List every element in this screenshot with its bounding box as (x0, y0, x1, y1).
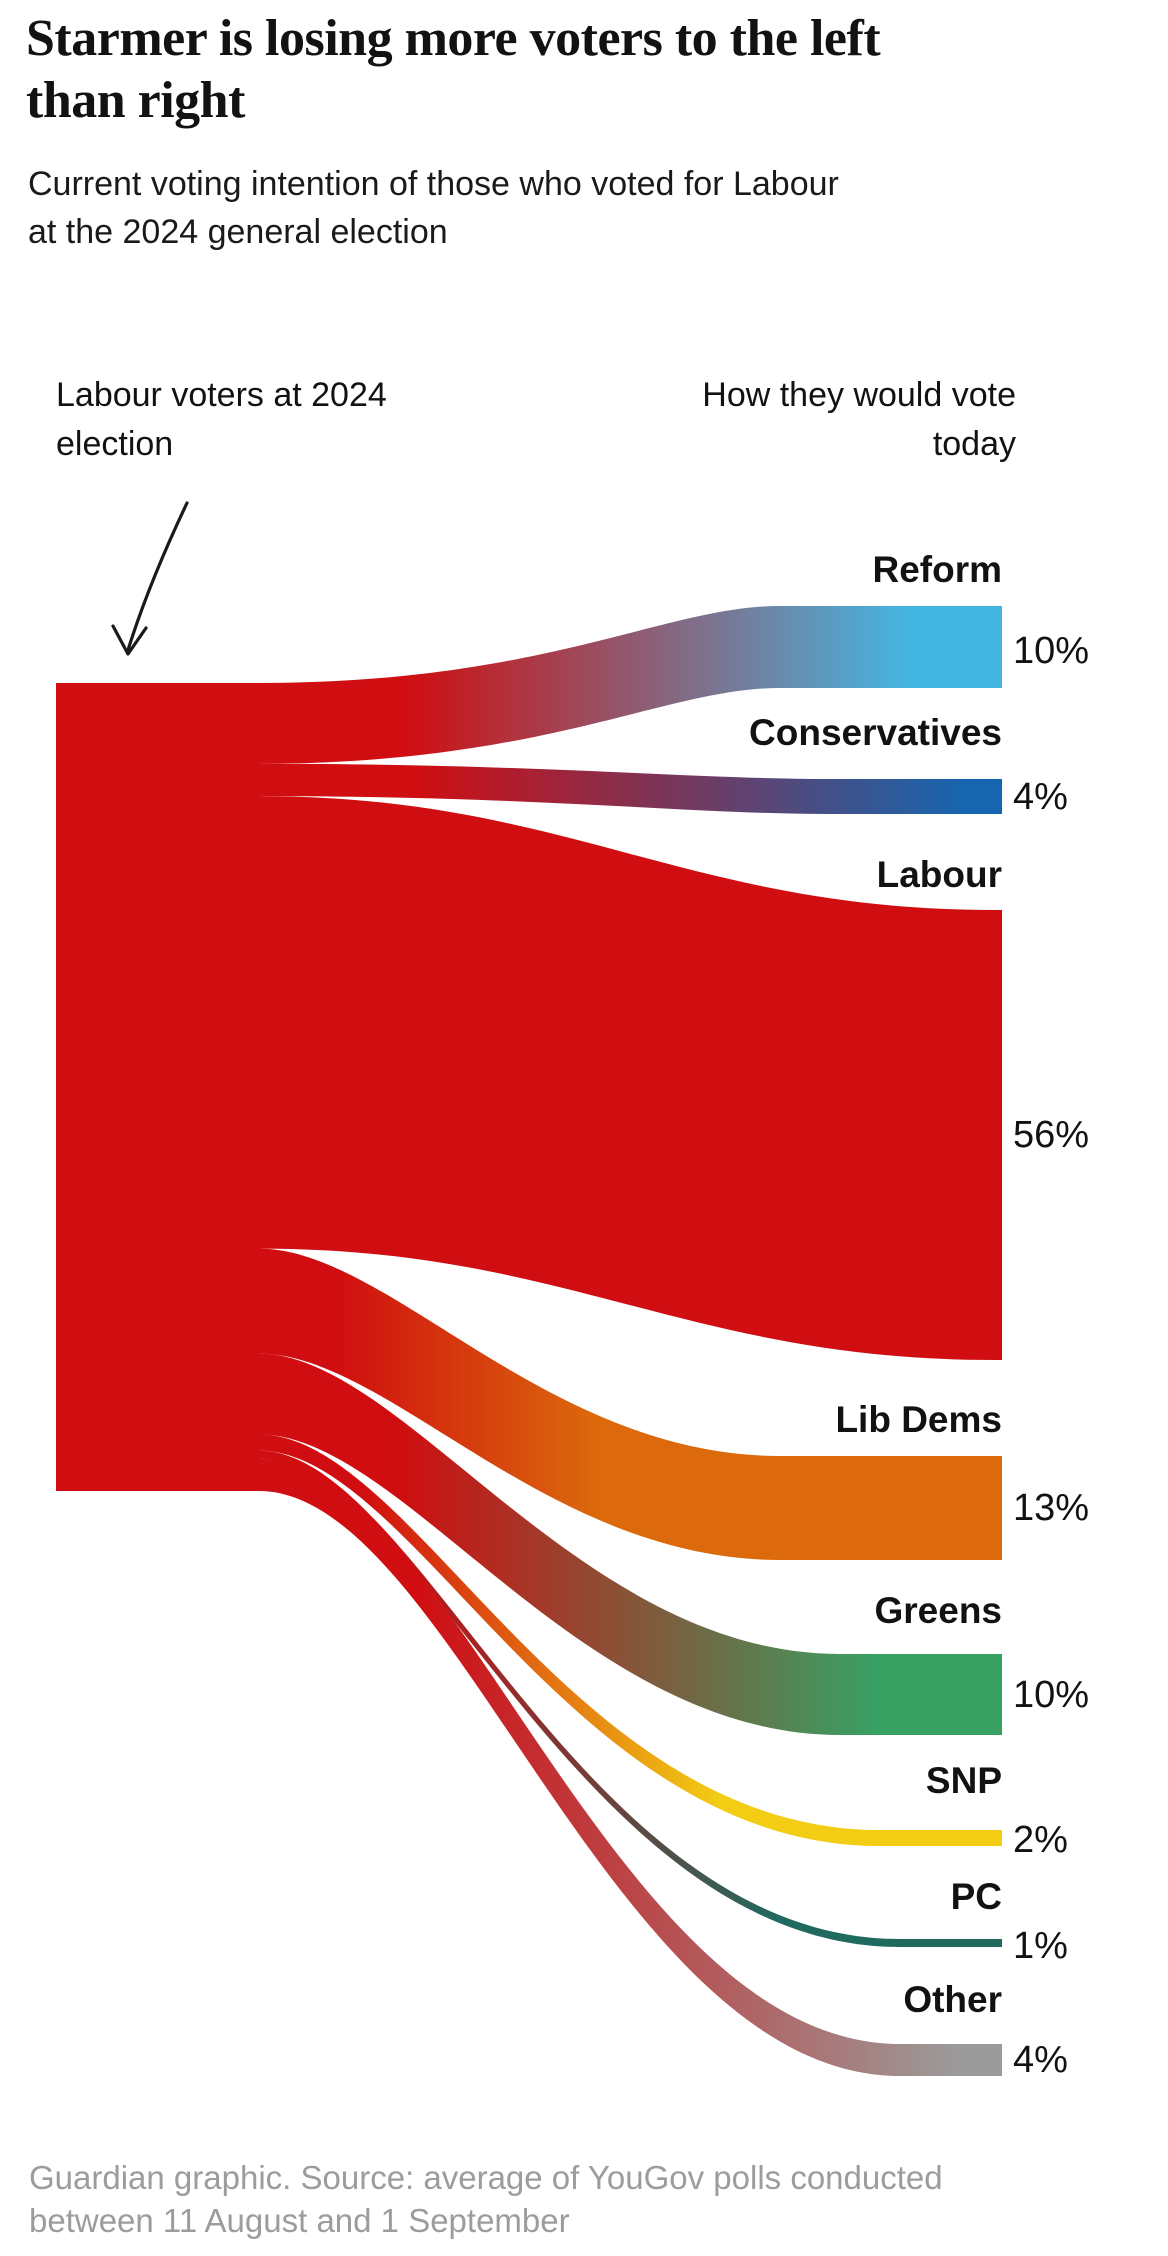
source-note-line1: Guardian graphic. Source: average of You… (29, 2159, 943, 2196)
target-label-snp: SNP (925, 1760, 1002, 1801)
flow-lib-dems (259, 1248, 1002, 1560)
page-subtitle: Current voting intention of those who vo… (28, 160, 1153, 256)
flow-snp (259, 1434, 1002, 1846)
flow-other (259, 1458, 1002, 2076)
flow-reform (259, 606, 1002, 764)
subtitle-line-2: at the 2024 general election (28, 213, 448, 251)
target-label-lib-dems: Lib Dems (835, 1399, 1002, 1440)
source-column-label-line2: election (56, 425, 174, 463)
target-label-conservatives: Conservatives (749, 712, 1002, 753)
value-label-conservatives: 4% (1013, 776, 1068, 818)
target-label-reform: Reform (872, 549, 1002, 590)
target-label-other: Other (903, 1979, 1002, 2020)
source-column-label: Labour voters at 2024 election (56, 371, 526, 469)
subtitle-line-1: Current voting intention of those who vo… (28, 165, 839, 203)
value-label-greens: 10% (1013, 1674, 1090, 1716)
title-line-2: than right (26, 72, 245, 129)
flow-labour (259, 796, 1002, 1360)
value-label-labour: 56% (1013, 1114, 1090, 1156)
annotation-arrow (126, 501, 189, 652)
value-label-snp: 2% (1013, 1819, 1068, 1861)
target-label-labour: Labour (876, 854, 1002, 895)
title-line-1: Starmer is losing more voters to the lef… (26, 10, 881, 67)
value-label-reform: 10% (1013, 630, 1090, 672)
target-column-label-line1: How they would vote (702, 376, 1016, 414)
page-title: Starmer is losing more voters to the lef… (26, 8, 1151, 132)
annotation-arrowhead (111, 624, 148, 656)
source-node-labour-2024 (56, 683, 261, 1491)
value-label-other: 4% (1013, 2039, 1068, 2081)
target-column-label-line2: today (932, 425, 1016, 463)
target-label-greens: Greens (874, 1590, 1002, 1631)
source-note: Guardian graphic. Source: average of You… (29, 2156, 1149, 2242)
target-column-label: How they would vote today (586, 371, 1016, 469)
value-label-lib-dems: 13% (1013, 1487, 1090, 1529)
flow-conservatives (259, 763, 1002, 814)
source-column-label-line1: Labour voters at 2024 (56, 376, 387, 414)
source-note-line2: between 11 August and 1 September (29, 2202, 570, 2239)
flow-greens (259, 1353, 1002, 1735)
target-label-pc: PC (950, 1876, 1002, 1917)
value-label-pc: 1% (1013, 1925, 1068, 1967)
